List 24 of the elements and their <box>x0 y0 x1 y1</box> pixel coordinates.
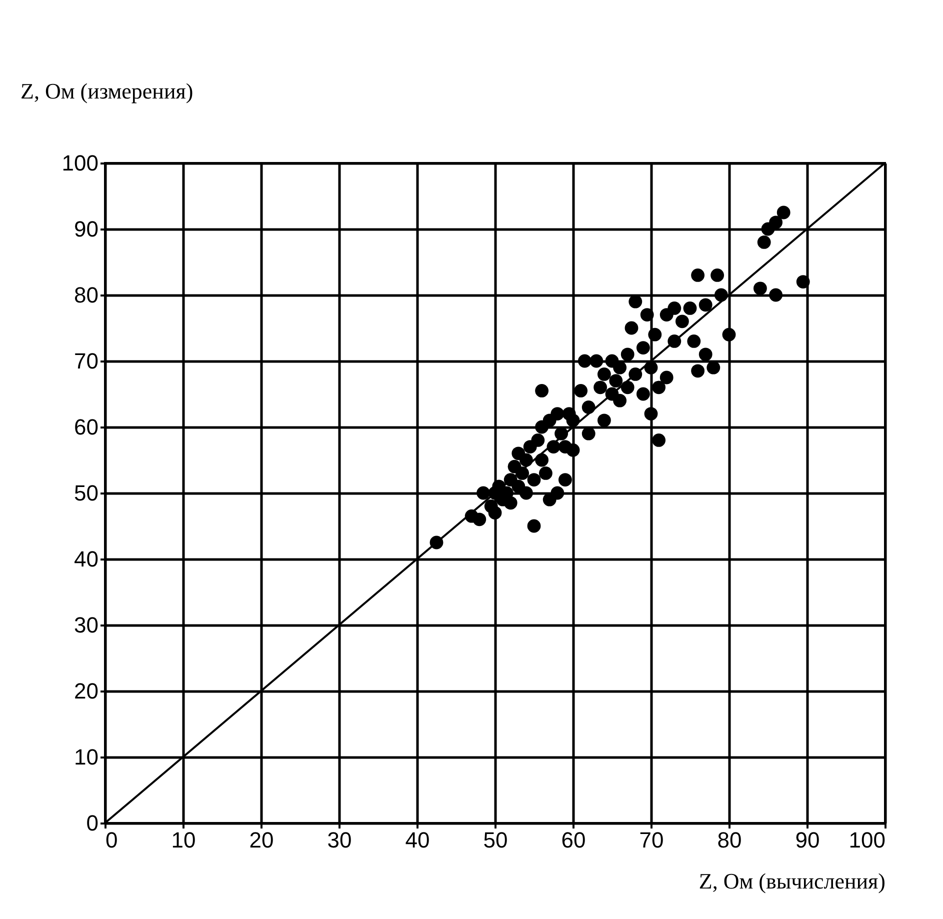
x-tick-label: 80 <box>717 828 742 852</box>
y-tick-label: 80 <box>74 282 98 308</box>
y-tick-label: 90 <box>74 216 98 242</box>
x-tick-label: 20 <box>249 828 274 852</box>
x-tick-label: 70 <box>639 828 664 852</box>
y-tick-label: 0 <box>86 810 98 836</box>
x-tick-label: 60 <box>561 828 586 852</box>
x-tick-label: 10 <box>171 828 196 852</box>
x-tick-label: 50 <box>483 828 508 852</box>
y-tick-label: 40 <box>74 546 98 572</box>
y-tick-label: 10 <box>74 744 98 770</box>
x-tick-label: 90 <box>795 828 820 852</box>
y-tick-label: 20 <box>74 678 98 704</box>
x-axis-title: Z, Ом (вычисления) <box>698 868 886 894</box>
x-tick-label: 100 <box>848 828 886 852</box>
x-tick-label: 0 <box>106 828 118 852</box>
y-axis-title: Z, Ом (измерения) <box>20 78 194 104</box>
y-tick-label: 60 <box>74 414 98 440</box>
y-tick-label: 100 <box>62 150 98 176</box>
y-tick-label: 30 <box>74 612 98 638</box>
x-tick-label: 30 <box>327 828 352 852</box>
y-tick-label: 70 <box>74 348 98 374</box>
x-tick-label: 40 <box>405 828 430 852</box>
y-tick-label: 50 <box>74 480 98 506</box>
